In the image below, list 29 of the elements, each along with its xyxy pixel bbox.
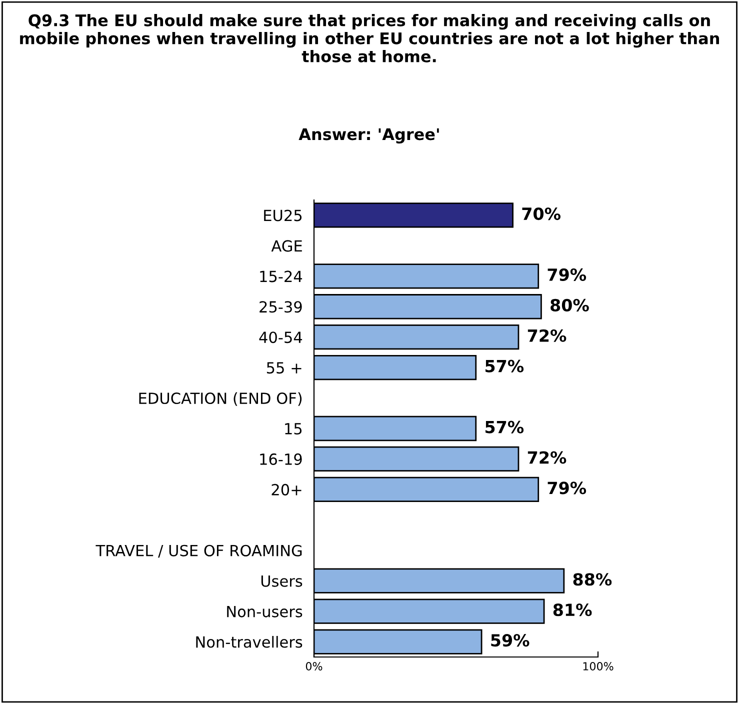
data-label: 80% (550, 298, 589, 312)
data-label: 72% (528, 451, 566, 464)
y-tick-label: 20+ (272, 484, 302, 496)
data-label: 79% (548, 482, 586, 494)
data-label: 57% (486, 420, 524, 434)
y-tick-label: 55 + (266, 362, 302, 374)
data-label: 81% (553, 604, 592, 616)
y-tick-label: Users (261, 576, 302, 587)
y-tick-label: Non-travellers (196, 636, 302, 648)
data-label: 88% (573, 573, 612, 586)
y-tick-label: 40-54 (259, 332, 302, 344)
y-tick-label: Non-users (227, 606, 302, 618)
chart-title: Q9.3 The EU should make sure that prices for making and receiving calls on mobile phones when travelling in other EU countries are not a lot higher than those at home. (20, 14, 719, 62)
data-label: 57% (486, 360, 524, 372)
y-tick-label: 15 (285, 423, 302, 435)
y-tick-label: 15-24 (260, 270, 302, 282)
y-tick-label: EU25 (264, 210, 302, 222)
y-tick-label: 16-19 (260, 453, 302, 465)
data-label: 59% (491, 634, 530, 647)
x-tick-label: 0% (306, 662, 322, 670)
x-tick-label: 100% (583, 662, 614, 670)
y-tick-label: 25-39 (260, 301, 302, 313)
data-label: 72% (528, 329, 566, 342)
data-label: 79% (548, 268, 586, 282)
y-tick-label: TRAVEL / USE OF ROAMING (96, 544, 302, 558)
y-tick-label: AGE (271, 240, 302, 252)
y-tick-label: EDUCATION (END OF) (139, 392, 302, 406)
chart-subtitle: Answer: 'Agree' (298, 128, 439, 144)
data-label: 70% (522, 207, 560, 220)
